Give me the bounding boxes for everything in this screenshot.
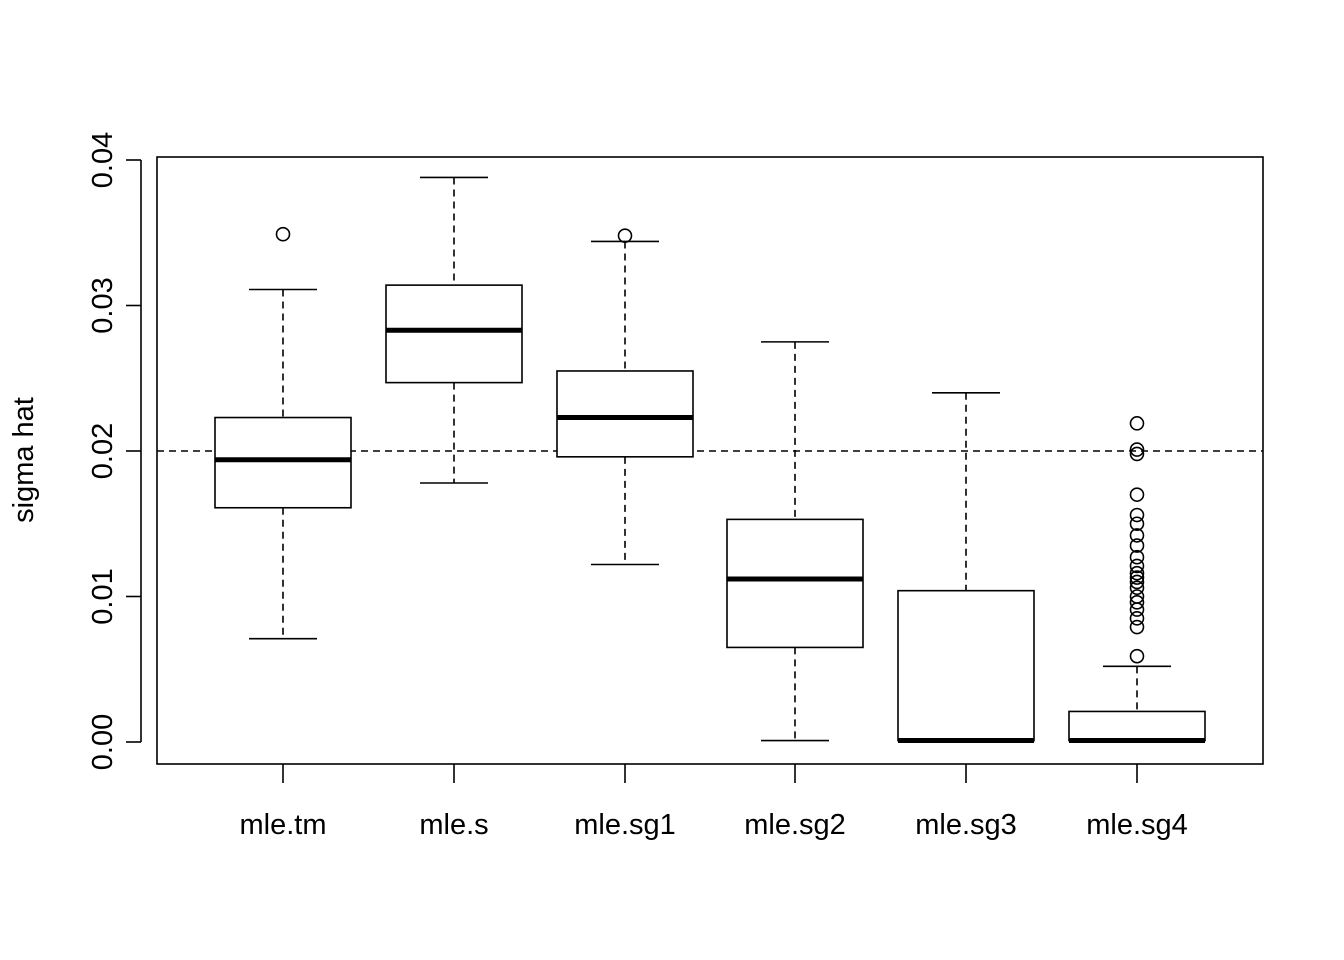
iqr-box [726, 518, 864, 649]
outlier-point [1129, 446, 1145, 462]
outlier-point [617, 228, 633, 243]
box-mle.sg1 [556, 228, 694, 566]
y-tick-label: 0.03 [87, 277, 119, 333]
y-tick-label: 0.02 [87, 423, 119, 479]
y-tick-label: 0.04 [87, 132, 119, 188]
outlier-point [1129, 574, 1145, 590]
iqr-box [897, 589, 1035, 742]
iqr-box [214, 416, 352, 509]
outlier-point [1129, 611, 1145, 626]
box-mle.tm [214, 226, 352, 640]
x-tick-label: mle.sg2 [744, 809, 846, 841]
box-mle.sg4 [1068, 416, 1206, 744]
outlier-point [1129, 507, 1145, 523]
x-tick-label: mle.sg1 [574, 809, 676, 841]
outlier-point [1129, 442, 1145, 457]
outlier-point [1129, 595, 1145, 610]
x-tick-label: mle.sg4 [1086, 809, 1188, 841]
outlier-point [1129, 619, 1145, 635]
outlier-point [1129, 516, 1145, 532]
x-tick-label: mle.sg3 [915, 809, 1017, 841]
outlier-point [1129, 565, 1145, 581]
box-mle.sg2 [726, 341, 864, 742]
plot-frame [156, 156, 1264, 765]
y-axis-label: sigma hat [8, 397, 40, 523]
outlier-point [275, 226, 291, 242]
outlier-point [1129, 558, 1145, 574]
box-mle.s [385, 176, 523, 484]
iqr-box [385, 284, 523, 384]
outlier-point [1129, 528, 1145, 543]
box-mle.sg3 [897, 391, 1035, 744]
outlier-point [1129, 549, 1145, 565]
iqr-box [556, 370, 694, 458]
y-tick-label: 0.00 [87, 714, 119, 770]
x-axis: mle.tm mle.s mle.sg1 mle.sg2 mle.sg3 mle.sg4 [240, 764, 1188, 841]
y-axis: 0.00 0.01 0.02 0.03 0.04 [87, 132, 142, 770]
outlier-point [1129, 580, 1145, 596]
y-tick-label: 0.01 [87, 568, 119, 624]
outlier-point [1129, 487, 1145, 502]
x-tick-label: mle.tm [240, 809, 327, 841]
iqr-box [1068, 710, 1206, 742]
outlier-point [1129, 589, 1145, 604]
outlier-point [1129, 570, 1145, 585]
outlier-point [1129, 648, 1145, 664]
outlier-point [1129, 538, 1145, 553]
boxes-layer [214, 176, 1206, 744]
outlier-point [1129, 416, 1145, 431]
x-tick-label: mle.s [419, 809, 488, 841]
